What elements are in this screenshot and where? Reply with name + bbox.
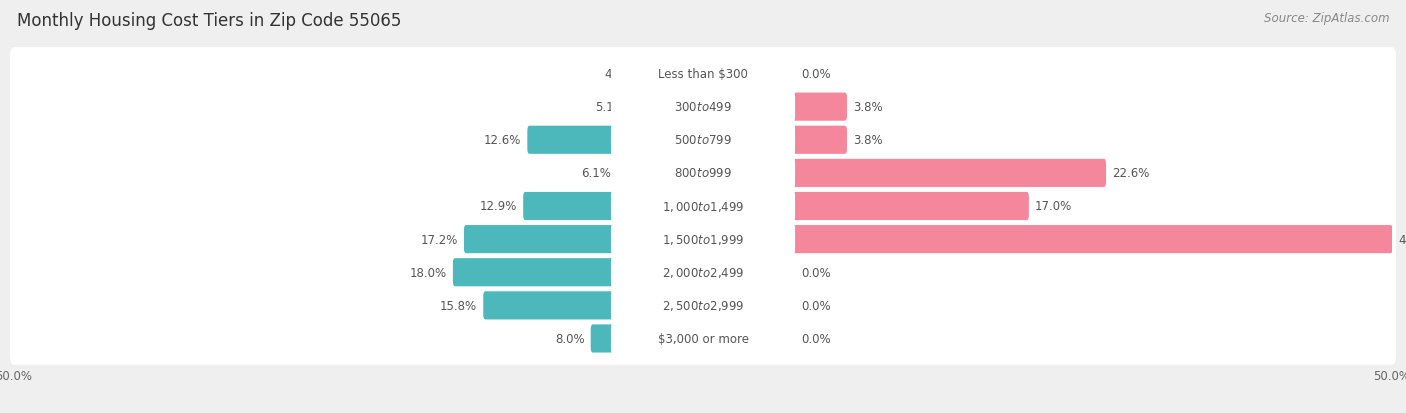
Text: $300 to $499: $300 to $499 <box>673 101 733 114</box>
Text: 8.0%: 8.0% <box>555 332 585 345</box>
Text: 17.0%: 17.0% <box>1035 200 1073 213</box>
Text: 18.0%: 18.0% <box>409 266 447 279</box>
FancyBboxPatch shape <box>612 91 794 124</box>
FancyBboxPatch shape <box>523 192 616 221</box>
FancyBboxPatch shape <box>464 225 616 254</box>
FancyBboxPatch shape <box>790 126 846 154</box>
FancyBboxPatch shape <box>612 157 794 190</box>
FancyBboxPatch shape <box>10 213 1396 266</box>
Text: 0.0%: 0.0% <box>801 299 831 312</box>
Text: 17.2%: 17.2% <box>420 233 458 246</box>
FancyBboxPatch shape <box>612 58 794 91</box>
Text: 5.1%: 5.1% <box>595 101 624 114</box>
Text: 6.1%: 6.1% <box>581 167 610 180</box>
FancyBboxPatch shape <box>612 322 794 355</box>
Text: 3.8%: 3.8% <box>853 134 883 147</box>
Text: $3,000 or more: $3,000 or more <box>658 332 748 345</box>
FancyBboxPatch shape <box>527 126 616 154</box>
Text: 0.0%: 0.0% <box>801 332 831 345</box>
FancyBboxPatch shape <box>790 159 1107 188</box>
FancyBboxPatch shape <box>10 48 1396 101</box>
FancyBboxPatch shape <box>10 114 1396 167</box>
FancyBboxPatch shape <box>612 289 794 322</box>
Text: 12.6%: 12.6% <box>484 134 522 147</box>
Text: $500 to $799: $500 to $799 <box>673 134 733 147</box>
FancyBboxPatch shape <box>10 312 1396 365</box>
FancyBboxPatch shape <box>790 225 1392 254</box>
FancyBboxPatch shape <box>790 192 1029 221</box>
Text: 22.6%: 22.6% <box>1112 167 1150 180</box>
Text: 0.0%: 0.0% <box>801 266 831 279</box>
FancyBboxPatch shape <box>612 190 794 223</box>
Text: 3.8%: 3.8% <box>853 101 883 114</box>
Text: $2,500 to $2,999: $2,500 to $2,999 <box>662 299 744 313</box>
Text: 15.8%: 15.8% <box>440 299 477 312</box>
Text: Source: ZipAtlas.com: Source: ZipAtlas.com <box>1264 12 1389 25</box>
Text: 12.9%: 12.9% <box>479 200 517 213</box>
Text: Monthly Housing Cost Tiers in Zip Code 55065: Monthly Housing Cost Tiers in Zip Code 5… <box>17 12 401 30</box>
FancyBboxPatch shape <box>612 256 794 289</box>
Text: 0.0%: 0.0% <box>801 68 831 81</box>
FancyBboxPatch shape <box>591 325 616 353</box>
Text: 4.4%: 4.4% <box>605 68 634 81</box>
FancyBboxPatch shape <box>10 81 1396 134</box>
FancyBboxPatch shape <box>453 259 616 287</box>
Text: $800 to $999: $800 to $999 <box>673 167 733 180</box>
FancyBboxPatch shape <box>484 292 616 320</box>
Text: $1,500 to $1,999: $1,500 to $1,999 <box>662 233 744 247</box>
FancyBboxPatch shape <box>790 93 846 121</box>
FancyBboxPatch shape <box>612 223 794 256</box>
FancyBboxPatch shape <box>613 60 643 88</box>
FancyBboxPatch shape <box>10 147 1396 200</box>
Text: Less than $300: Less than $300 <box>658 68 748 81</box>
Text: $1,000 to $1,499: $1,000 to $1,499 <box>662 199 744 214</box>
Text: 43.4%: 43.4% <box>1399 233 1406 246</box>
FancyBboxPatch shape <box>613 93 633 121</box>
FancyBboxPatch shape <box>613 159 619 188</box>
Text: $2,000 to $2,499: $2,000 to $2,499 <box>662 266 744 280</box>
FancyBboxPatch shape <box>612 124 794 157</box>
FancyBboxPatch shape <box>10 246 1396 299</box>
FancyBboxPatch shape <box>10 180 1396 233</box>
FancyBboxPatch shape <box>10 279 1396 332</box>
